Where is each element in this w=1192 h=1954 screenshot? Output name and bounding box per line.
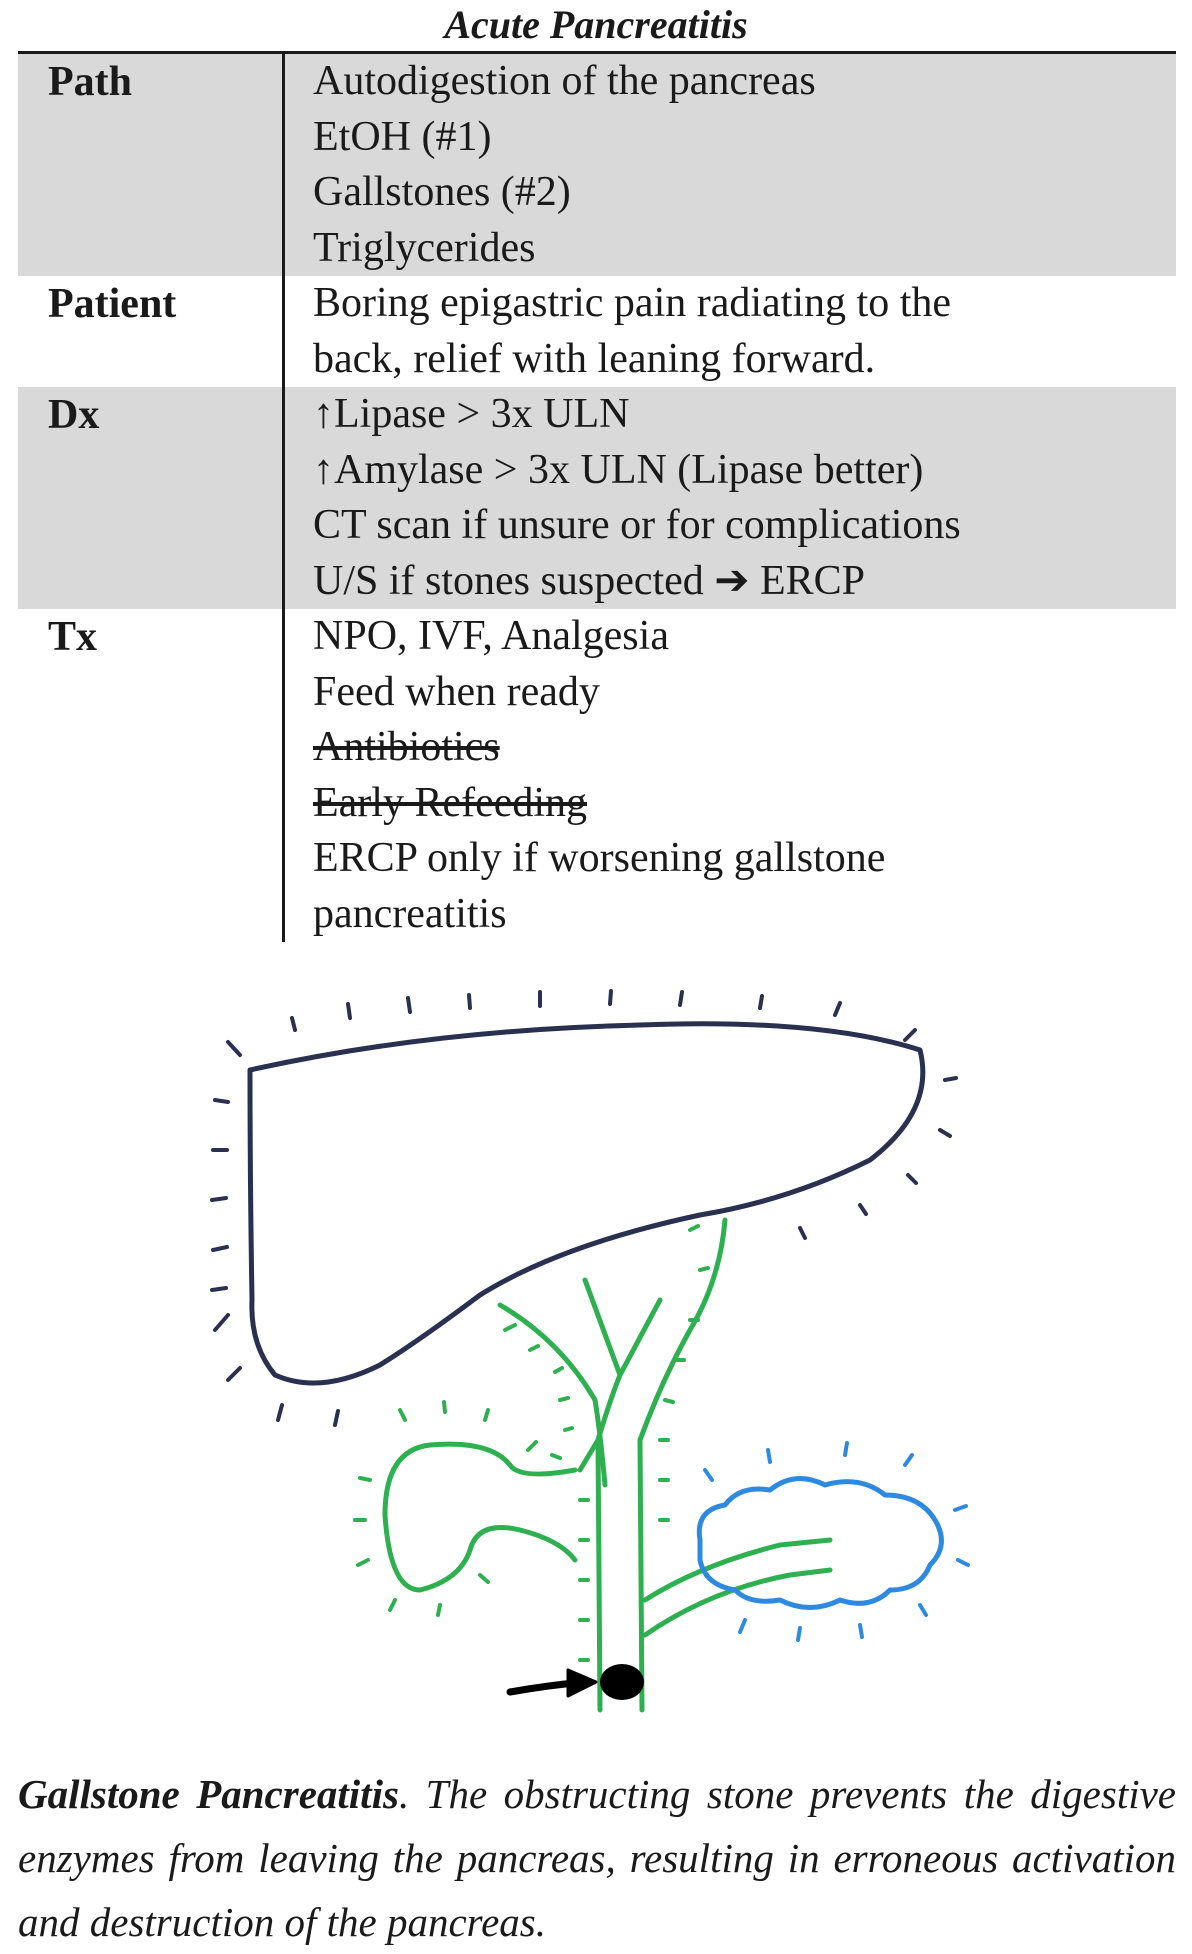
- gallstone: [600, 1664, 644, 1700]
- row-label: Path: [48, 59, 132, 105]
- content-line: ERCP only if worsening gallstone: [313, 835, 886, 881]
- summary-table: Path Autodigestion of the pancreas EtOH …: [18, 51, 1176, 942]
- row-label: Patient: [48, 281, 177, 327]
- pancreas-drawing: [696, 1441, 970, 1642]
- content-line: CT scan if unsure or for complications: [313, 502, 961, 548]
- gallstone-with-arrow: [506, 1664, 644, 1700]
- biliary-tree-drawing: [353, 1217, 833, 1713]
- duct-inflammation-ticks: [353, 1224, 710, 1662]
- row-content: Autodigestion of the pancreas EtOH (#1) …: [282, 54, 1176, 276]
- row-label: Tx: [48, 614, 98, 660]
- row-content: NPO, IVF, Analgesia Feed when ready Anti…: [282, 609, 1176, 942]
- row-content: Boring epigastric pain radiating to the …: [282, 276, 1176, 387]
- row-content: ↑Lipase > 3x ULN ↑Amylase > 3x ULN (Lipa…: [282, 387, 1176, 609]
- content-line: back, relief with leaning forward.: [313, 335, 876, 382]
- content-line: NPO, IVF, Analgesia: [313, 613, 669, 659]
- liver-outline: [247, 1021, 926, 1386]
- caption-title: Gallstone Pancreatitis: [18, 1771, 399, 1817]
- content-line: ↑Amylase > 3x ULN (Lipase better): [313, 446, 924, 493]
- table-row-path: Path Autodigestion of the pancreas EtOH …: [18, 54, 1176, 276]
- liver-drawing: [210, 989, 958, 1427]
- common-bile-duct: [577, 1217, 728, 1713]
- content-line: ↑Lipase > 3x ULN: [313, 391, 630, 437]
- gallstone-pancreatitis-illustration: [210, 989, 970, 1713]
- struck-line: Early Refeeding: [313, 779, 588, 826]
- table-row-patient: Patient Boring epigastric pain radiating…: [18, 276, 1176, 387]
- pancreatic-duct: [642, 1537, 833, 1638]
- content-line: EtOH (#1): [313, 113, 492, 160]
- pancreas-outline: [696, 1476, 944, 1610]
- pancreas-inflammation-ticks: [703, 1441, 970, 1642]
- table-row-dx: Dx ↑Lipase > 3x ULN ↑Amylase > 3x ULN (L…: [18, 387, 1176, 609]
- arrow-head: [566, 1668, 598, 1698]
- struck-line: Antibiotics: [313, 724, 500, 770]
- row-label: Dx: [48, 392, 100, 438]
- caption-text: . The obstructing stone prevents the dig…: [18, 1771, 1176, 1945]
- content-line: Gallstones (#2): [313, 169, 571, 215]
- content-line: pancreatitis: [313, 890, 507, 937]
- figure-caption: Gallstone Pancreatitis. The obstructing …: [18, 1762, 1176, 1954]
- content-line: Autodigestion of the pancreas: [313, 58, 816, 104]
- content-line: Boring epigastric pain radiating to the: [313, 280, 951, 326]
- content-line: Feed when ready: [313, 668, 600, 715]
- content-line: Triglycerides: [313, 224, 536, 271]
- page-title: Acute Pancreatitis: [444, 2, 748, 47]
- liver-inflammation-ticks: [210, 989, 958, 1427]
- table-row-tx: Tx NPO, IVF, Analgesia Feed when ready A…: [18, 609, 1176, 942]
- gallbladder-outline: [382, 1302, 608, 1593]
- content-line: U/S if stones suspected ➔ ERCP: [313, 557, 866, 604]
